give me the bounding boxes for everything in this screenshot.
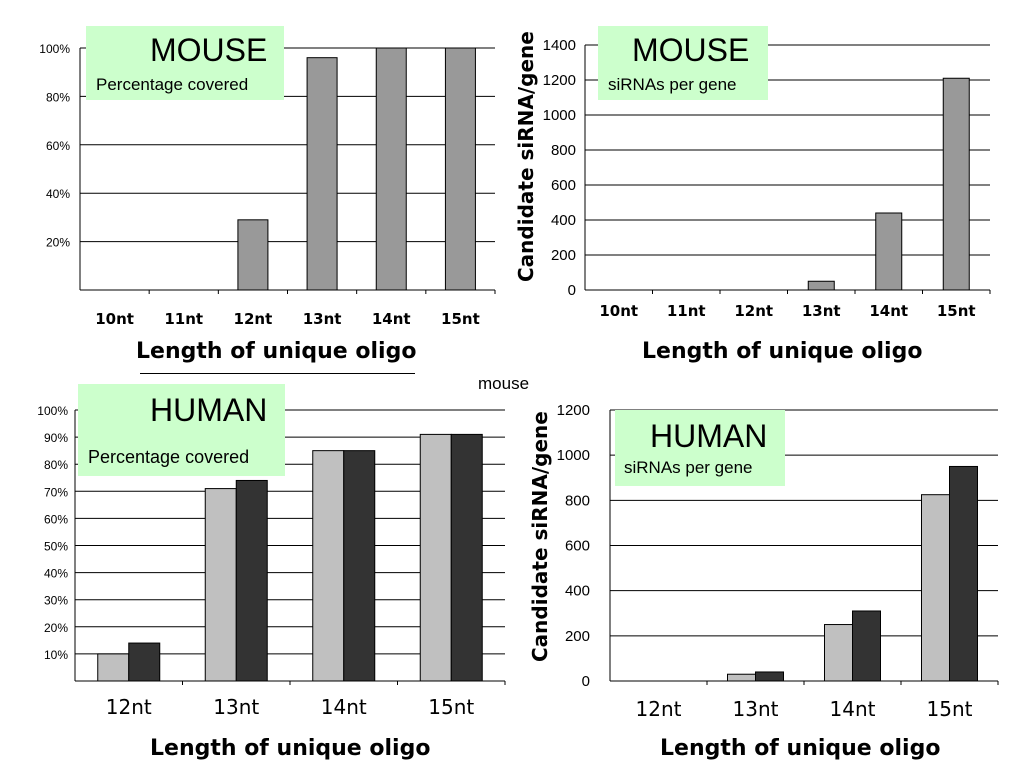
y-tick-label: 100% (37, 404, 68, 418)
bar (444, 47, 476, 291)
bar (807, 280, 835, 291)
x-tick-label: 13nt (303, 310, 342, 328)
y-tick-label: 10% (44, 648, 68, 662)
mouse-sirna-title-box (598, 26, 768, 100)
x-tick-label: 12nt (234, 310, 273, 328)
x-tick-label: 10nt (95, 310, 134, 328)
human-percentage-xlabel: Length of unique oligo (150, 736, 431, 761)
y-tick-label: 80% (44, 458, 68, 472)
mouse-sirna-subtitle: siRNAs per gene (608, 75, 737, 94)
bar (727, 673, 756, 682)
bar (204, 488, 237, 682)
bar (419, 433, 452, 682)
human-sirna-ylabel: Candidate siRNA/gene (528, 411, 552, 662)
y-tick-label: 1000 (557, 447, 590, 464)
bar (755, 671, 784, 682)
bar (875, 212, 903, 291)
bar (235, 479, 268, 682)
human-percentage-subtitle: Percentage covered (88, 447, 250, 467)
y-tick-label: 1200 (543, 72, 576, 89)
human-percentage-title: HUMAN (150, 392, 268, 428)
y-tick-label: 400 (551, 212, 576, 229)
x-tick-label: 13nt (733, 697, 779, 721)
y-tick-label: 1000 (543, 107, 576, 124)
x-tick-label: 14nt (830, 697, 876, 721)
human-sirna-title: HUMAN (650, 418, 768, 454)
bar (949, 465, 978, 682)
y-tick-label: 200 (551, 247, 576, 264)
y-tick-label: 40% (44, 567, 68, 581)
x-tick-label: 11nt (667, 302, 706, 320)
y-tick-label: 100% (39, 42, 70, 56)
bar (450, 433, 483, 682)
human-percentage-title-box (78, 384, 285, 476)
bar (852, 610, 881, 682)
y-tick-label: 600 (551, 177, 576, 194)
y-tick-label: 0 (582, 673, 590, 690)
x-tick-label: 12nt (636, 697, 682, 721)
x-tick-label: 15nt (937, 302, 976, 320)
y-tick-label: 50% (44, 540, 68, 554)
mouse-percentage-title-box (86, 26, 284, 100)
y-tick-label: 90% (44, 431, 68, 445)
x-tick-label: 15nt (927, 697, 973, 721)
bar (237, 219, 269, 291)
bar (375, 47, 407, 291)
x-tick-label: 14nt (869, 302, 908, 320)
bar (921, 494, 950, 682)
y-tick-label: 40% (46, 187, 70, 201)
y-tick-label: 800 (551, 142, 576, 159)
human-sirna-xlabel: Length of unique oligo (660, 736, 941, 761)
x-tick-label: 12nt (106, 695, 152, 719)
mouse-sirna-title: MOUSE (632, 32, 750, 68)
y-tick-label: 20% (44, 621, 68, 635)
x-tick-label: 14nt (321, 695, 367, 719)
mouse-percentage-xlabel: Length of unique oligo (136, 339, 417, 364)
y-tick-label: 1400 (543, 37, 576, 54)
y-tick-label: 20% (46, 236, 70, 250)
center-mouse-label: mouse (478, 374, 530, 393)
x-tick-label: 10nt (599, 302, 638, 320)
bar (306, 57, 338, 291)
y-tick-label: 60% (44, 512, 68, 526)
y-tick-label: 80% (46, 90, 70, 104)
bar (312, 450, 345, 682)
x-tick-label: 14nt (372, 310, 411, 328)
x-tick-label: 15nt (441, 310, 480, 328)
y-tick-label: 200 (565, 628, 590, 645)
human-sirna-title-box (615, 410, 785, 486)
mouse-percentage-title: MOUSE (150, 32, 268, 68)
y-tick-label: 60% (46, 139, 70, 153)
bar (942, 77, 970, 291)
y-tick-label: 70% (44, 485, 68, 499)
x-tick-label: 13nt (213, 695, 259, 719)
x-tick-label: 13nt (802, 302, 841, 320)
y-tick-label: 800 (565, 492, 590, 509)
y-tick-label: 0 (568, 282, 576, 299)
bar (128, 642, 161, 682)
y-tick-label: 30% (44, 594, 68, 608)
mouse-sirna-xlabel: Length of unique oligo (642, 339, 923, 364)
bar (343, 450, 376, 682)
mouse-percentage-subtitle: Percentage covered (96, 75, 249, 94)
separator-line (140, 373, 415, 374)
y-tick-label: 600 (565, 538, 590, 555)
x-tick-label: 15nt (428, 695, 474, 719)
y-tick-label: 400 (565, 583, 590, 600)
x-tick-label: 11nt (164, 310, 203, 328)
x-tick-label: 12nt (734, 302, 773, 320)
y-tick-label: 1200 (557, 402, 590, 419)
human-sirna-subtitle: siRNAs per gene (624, 458, 753, 477)
bar (824, 624, 853, 682)
